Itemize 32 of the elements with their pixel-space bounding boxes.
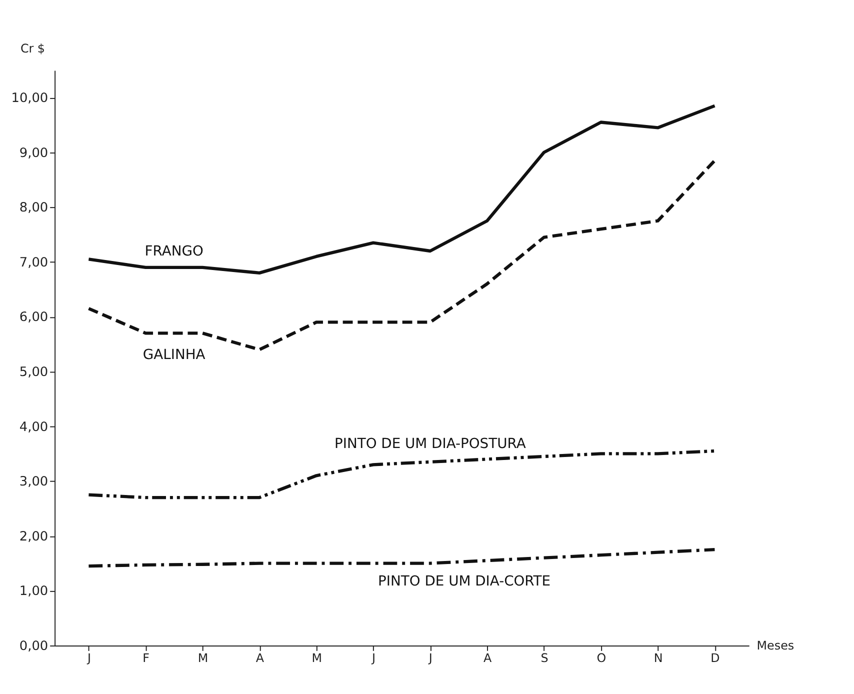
x-tick-label: A (256, 650, 265, 665)
series-label: FRANGO (144, 244, 204, 260)
line-series (87, 548, 716, 568)
x-tick-label: J (428, 650, 432, 665)
y-tick-label: 5,00 (19, 365, 48, 380)
y-tick-label: 1,00 (19, 584, 48, 600)
y-tick-label: 8,00 (19, 200, 48, 216)
y-tick-label: 9,00 (19, 146, 48, 161)
x-tick-label: A (484, 650, 492, 665)
y-tick-label: 3,00 (19, 474, 48, 490)
series-label: GALINHA (142, 346, 206, 363)
x-tick-label: N (654, 650, 663, 665)
y-tick-label: 0,00 (19, 638, 48, 654)
x-tick-label: F (142, 650, 150, 665)
y-axis-title: Cr $ (20, 41, 46, 56)
y-tick-label: 2,00 (19, 529, 48, 544)
series-label: PINTO DE UM DIA-CORTE (378, 573, 551, 590)
y-tick-label: 4,00 (19, 420, 48, 435)
x-axis-title: Meses (756, 638, 794, 652)
y-tick-label: 10,00 (11, 91, 48, 106)
line-series (87, 104, 716, 275)
line-series (87, 449, 716, 500)
x-tick-label: J (370, 650, 376, 665)
x-tick-label: M (312, 650, 322, 665)
series-label: PINTO DE UM DIA-POSTURA (334, 436, 526, 452)
x-tick-label: O (596, 650, 606, 665)
y-tick-label: 7,00 (19, 255, 48, 270)
x-tick-label: J (86, 650, 91, 665)
x-tick-label: S (540, 650, 548, 665)
x-tick-label: D (710, 650, 720, 665)
y-tick-label: 6,00 (19, 310, 48, 326)
x-tick-label: M (198, 650, 208, 665)
